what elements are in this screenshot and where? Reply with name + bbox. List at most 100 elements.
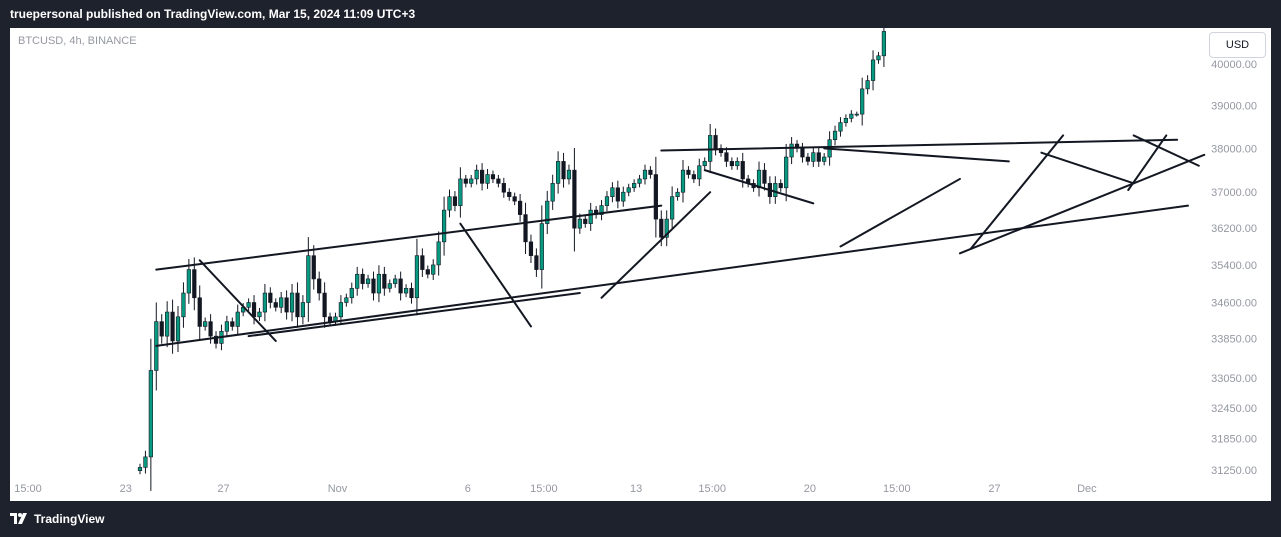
candle — [632, 179, 637, 192]
candle — [800, 142, 805, 163]
candle — [561, 152, 566, 188]
candle — [702, 157, 707, 170]
candle — [268, 287, 273, 309]
candle — [735, 157, 740, 170]
candle — [718, 144, 724, 157]
candle — [344, 293, 349, 307]
candle — [881, 28, 887, 67]
candle — [398, 271, 403, 301]
candle — [295, 282, 300, 328]
candle — [230, 317, 235, 331]
trendline[interactable] — [703, 169, 815, 205]
candle — [496, 174, 501, 188]
candle — [865, 75, 870, 95]
candle — [246, 298, 251, 312]
trendline[interactable] — [958, 153, 1206, 255]
candle — [273, 298, 278, 312]
candle — [762, 163, 767, 191]
candle — [588, 202, 593, 231]
published-caption: truepersonal published on TradingView.co… — [10, 7, 416, 21]
candle — [349, 282, 354, 304]
candle — [436, 231, 441, 276]
candle — [181, 282, 186, 328]
candle — [284, 290, 289, 320]
trendline[interactable] — [600, 191, 712, 299]
candle — [686, 166, 691, 179]
trendline[interactable] — [660, 138, 1179, 152]
candle — [355, 266, 360, 296]
candle — [257, 307, 262, 321]
candle — [148, 338, 153, 491]
candle — [322, 282, 327, 328]
candle — [143, 450, 148, 474]
time-tick-label: 15:00 — [530, 483, 558, 495]
candle — [507, 188, 512, 201]
trendline[interactable] — [969, 134, 1065, 250]
candle — [594, 206, 599, 219]
candle — [224, 315, 229, 338]
candle — [838, 117, 843, 137]
trendline[interactable] — [1132, 134, 1200, 167]
candle — [175, 306, 181, 353]
candle — [556, 151, 561, 194]
price-tick-label: 36200.00 — [1211, 223, 1257, 235]
candle — [360, 268, 365, 290]
candle — [490, 170, 496, 183]
candle — [876, 51, 881, 64]
candle — [458, 167, 463, 218]
candle — [615, 180, 620, 209]
candle — [213, 331, 219, 349]
candle — [816, 147, 821, 167]
trendline[interactable] — [459, 222, 532, 328]
trendline[interactable] — [823, 147, 1010, 163]
trendline[interactable] — [1127, 134, 1168, 191]
symbol-label: BTCUSD, 4h, BINANCE — [18, 35, 137, 47]
candle — [784, 143, 789, 202]
price-tick-label: 32450.00 — [1211, 403, 1257, 415]
candle — [599, 200, 604, 221]
candle — [822, 153, 827, 166]
candle — [849, 110, 854, 123]
trendline[interactable] — [198, 259, 277, 342]
trendline[interactable] — [155, 204, 1189, 347]
price-chart[interactable]: 40000.00 39000.00 38000.00 37000.00 36200.00… — [10, 28, 1271, 501]
time-axis: 15:00 23 27 Nov 6 15:00 13 15:00 20 15:00 27 Dec — [14, 483, 1097, 495]
candle — [794, 140, 800, 153]
price-axis: 40000.00 39000.00 38000.00 37000.00 36200.00… — [1211, 59, 1257, 477]
time-tick-label: 13 — [630, 483, 642, 495]
time-tick-label: 15:00 — [698, 483, 726, 495]
candle — [192, 257, 197, 311]
trendline[interactable] — [247, 292, 581, 338]
candle — [870, 50, 876, 91]
candle — [479, 163, 485, 191]
candle — [165, 301, 170, 348]
time-tick-label: 6 — [465, 483, 471, 495]
currency-button[interactable]: USD — [1209, 32, 1266, 58]
candle — [773, 176, 778, 204]
time-tick-label: Dec — [1077, 483, 1097, 495]
candle — [279, 291, 284, 314]
price-tick-label: 31250.00 — [1211, 465, 1257, 477]
candle — [441, 196, 447, 256]
candle — [746, 174, 751, 188]
top-bar: truepersonal published on TradingView.co… — [0, 0, 1281, 28]
time-tick-label: 27 — [988, 483, 1000, 495]
price-tick-label: 39000.00 — [1211, 101, 1257, 113]
price-tick-label: 38000.00 — [1211, 143, 1257, 155]
trendline[interactable] — [155, 204, 663, 271]
candle — [170, 299, 175, 354]
chart-panel[interactable]: 40000.00 39000.00 38000.00 37000.00 36200.00… — [10, 28, 1271, 501]
candle — [583, 215, 588, 228]
price-tick-label: 33050.00 — [1211, 373, 1257, 385]
candle — [409, 282, 414, 304]
tradingview-logo[interactable]: TradingView — [10, 512, 104, 526]
candle — [572, 147, 577, 252]
candle — [300, 295, 306, 325]
candle — [317, 271, 322, 301]
candle — [414, 238, 420, 316]
candle — [517, 194, 523, 222]
candle — [724, 147, 729, 167]
trendline[interactable] — [839, 177, 961, 248]
trendline[interactable] — [1040, 151, 1135, 185]
price-tick-label: 40000.00 — [1211, 59, 1257, 71]
